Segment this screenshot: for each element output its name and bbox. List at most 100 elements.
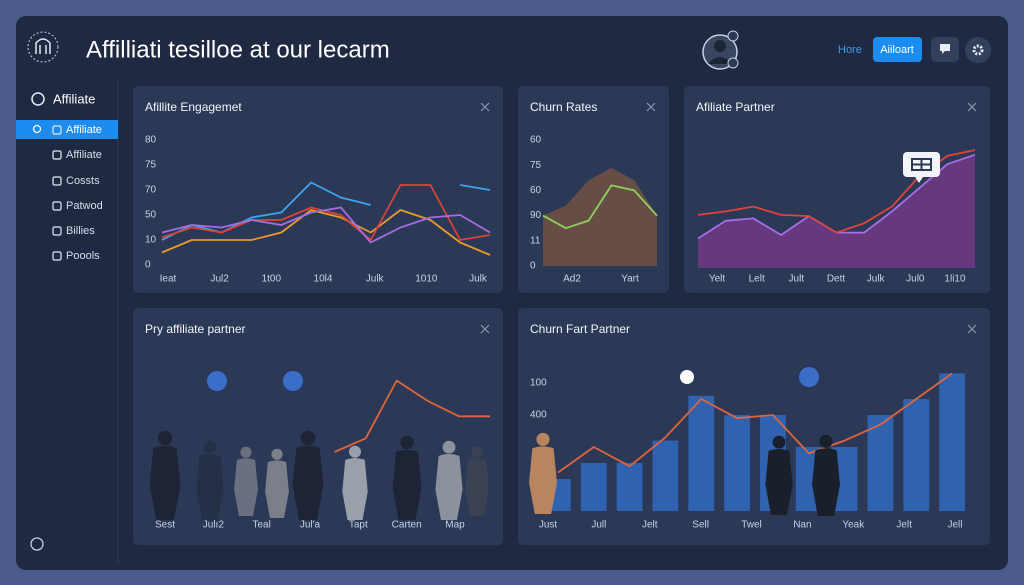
icon-button[interactable] xyxy=(207,371,227,391)
close-icon[interactable] xyxy=(480,102,490,112)
x-tick-label: Jul0 xyxy=(906,274,925,285)
person-body xyxy=(435,454,463,520)
y-tick-label: 100 xyxy=(530,378,547,389)
person-head xyxy=(442,440,456,454)
x-tick-label: Ad2 xyxy=(563,274,581,285)
panel-title: Churn Rates xyxy=(530,100,597,114)
bar xyxy=(939,373,965,511)
menu-icon xyxy=(52,150,62,160)
x-tick-label: Julk xyxy=(366,274,385,285)
x-tick-label: 1li10 xyxy=(944,274,966,285)
x-tick-label: Jelt xyxy=(896,520,912,531)
menu-icon xyxy=(52,125,62,135)
person-body xyxy=(465,458,489,516)
close-icon[interactable] xyxy=(480,324,490,334)
menu-item[interactable]: Billies xyxy=(66,225,95,237)
menu-item[interactable]: Affiliate xyxy=(66,124,102,136)
menu-item[interactable]: Poools xyxy=(66,250,100,262)
icon-button[interactable] xyxy=(680,370,694,384)
panel-title: Churn Fart Partner xyxy=(530,322,630,336)
x-tick-label: Jult xyxy=(789,274,805,285)
menu-item[interactable]: Cossts xyxy=(66,175,100,187)
menu-icon xyxy=(52,176,62,186)
x-tick-label: Dett xyxy=(827,274,846,285)
x-tick-label: Jell xyxy=(947,520,962,531)
x-tick-label: Sest xyxy=(155,520,175,531)
y-tick-label: 80 xyxy=(145,135,157,146)
menu-item[interactable]: Patwod xyxy=(66,200,103,212)
person-head xyxy=(203,440,217,454)
line xyxy=(542,184,658,230)
panel: Churn Rates 0 11 90 60 75 60 Ad2 Yart xyxy=(518,86,669,293)
sidebar-active xyxy=(16,120,118,139)
footer-icon[interactable] xyxy=(30,537,44,551)
panel-bg xyxy=(133,86,503,293)
bar xyxy=(867,415,894,511)
person-head xyxy=(240,446,252,458)
x-tick-label: Jull xyxy=(591,520,606,531)
settings-button[interactable] xyxy=(965,37,991,63)
line xyxy=(161,184,491,241)
avatar-head xyxy=(714,40,726,52)
decorations xyxy=(149,152,940,520)
x-tick-label: Julk xyxy=(469,274,488,285)
x-tick-label: 1t00 xyxy=(262,274,282,285)
area xyxy=(543,167,657,266)
bar xyxy=(903,399,930,511)
nav-link[interactable]: Hore xyxy=(838,44,862,56)
primary-button[interactable] xyxy=(873,37,922,62)
close-icon[interactable] xyxy=(646,102,656,112)
person-body xyxy=(765,449,793,515)
panel: Afiliate Partner Yelt Lelt Jult Dett Julk Jul0… xyxy=(684,86,990,293)
line xyxy=(557,372,953,474)
x-tick-label: 1010 xyxy=(415,274,438,285)
close-icon[interactable] xyxy=(967,102,977,112)
area xyxy=(698,154,975,268)
close-icon[interactable] xyxy=(967,324,977,334)
x-tick-label: Jelt xyxy=(642,520,658,531)
person-body xyxy=(529,446,557,514)
icon-button[interactable] xyxy=(799,367,819,387)
bar xyxy=(580,463,607,511)
x-tick-label: Yeak xyxy=(842,520,865,531)
person-body xyxy=(234,458,258,516)
bar xyxy=(688,395,715,511)
y-tick-label: 70 xyxy=(145,185,157,196)
person-head xyxy=(157,430,173,446)
chat-icon xyxy=(940,44,950,54)
person-head xyxy=(819,434,833,448)
person-body xyxy=(292,445,324,520)
menu-item[interactable]: Affiliate xyxy=(66,149,102,161)
person-head xyxy=(300,430,316,446)
x-tick-label: Julk xyxy=(867,274,886,285)
avatar-badge xyxy=(727,30,739,42)
search-icon xyxy=(32,124,42,134)
x-tick-label: 10l4 xyxy=(314,274,333,285)
icon-button[interactable] xyxy=(283,371,303,391)
person-body xyxy=(342,458,368,520)
x-tick-label: Lelt xyxy=(749,274,765,285)
x-tick-label: Nan xyxy=(793,520,811,531)
avatar-badge xyxy=(727,57,739,69)
sidebar-menu: Affiliate Affiliate Cossts Patwod Billies Poo… xyxy=(52,124,103,262)
x-tick-label: Tapt xyxy=(349,520,368,531)
menu-icon xyxy=(52,201,62,211)
x-tick-label: Jul2 xyxy=(210,274,229,285)
line xyxy=(161,206,491,244)
x-tick-label: Teal xyxy=(252,520,270,531)
y-tick-label: 60 xyxy=(530,135,542,146)
primary-button-label[interactable]: Aiiloart xyxy=(880,44,914,56)
x-tick-label: Ieat xyxy=(160,274,177,285)
panel: Churn Fart Partner 400 100 Just Jull Jelt Sell… xyxy=(518,308,990,545)
x-tick-label: Julı2 xyxy=(203,520,225,531)
x-tick-label: Carten xyxy=(392,520,422,531)
panel: Afillite Engagemet 0 10 50 70 75 80 Ieat Jul2 1t0… xyxy=(133,86,503,293)
menu-icon xyxy=(52,251,62,261)
person-body xyxy=(812,448,840,516)
avatar-body xyxy=(708,57,732,64)
y-tick-label: 0 xyxy=(530,261,536,272)
y-tick-label: 75 xyxy=(530,160,542,171)
sidebar-active-arrow xyxy=(108,120,118,139)
y-tick-label: 75 xyxy=(145,160,157,171)
